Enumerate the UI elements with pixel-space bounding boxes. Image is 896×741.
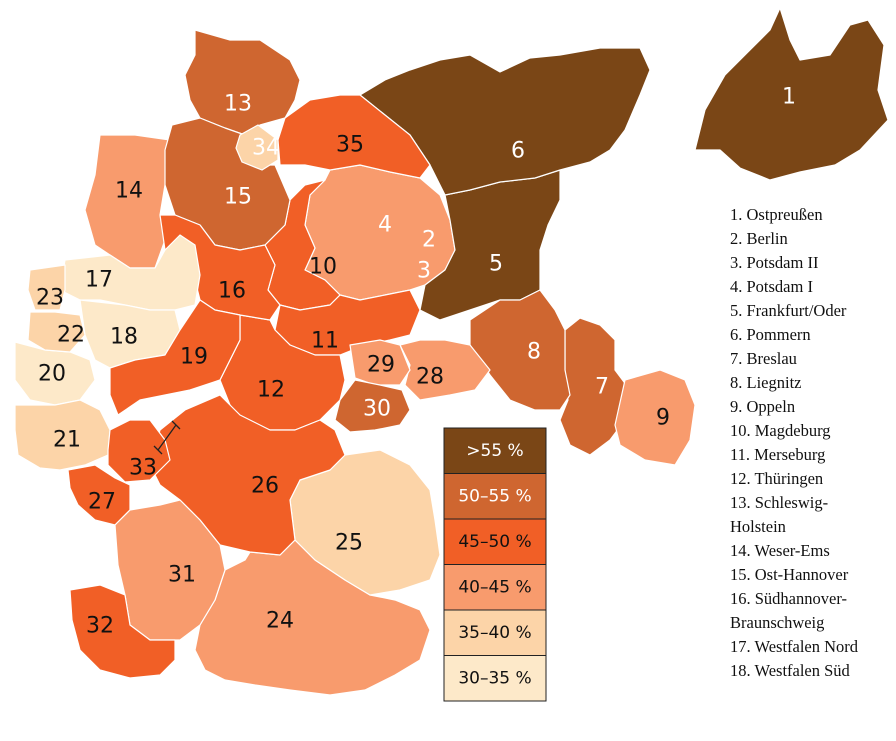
region-shape-32 — [69, 584, 176, 679]
region-shape-28 — [399, 339, 491, 401]
region-label-5: 5 — [489, 252, 503, 277]
region-label-35: 35 — [336, 133, 364, 158]
region-label-25: 25 — [335, 531, 363, 556]
key-item-12: 12. Thüringen — [730, 469, 824, 488]
legend-label-1: 50–55 % — [458, 486, 531, 506]
region-label-26: 26 — [251, 474, 279, 499]
region-shape-13 — [184, 29, 301, 136]
region-label-24: 24 — [266, 609, 294, 634]
key-item-2: 2. Berlin — [730, 229, 788, 248]
region-label-7: 7 — [595, 375, 609, 400]
exclave-marker — [153, 420, 181, 455]
region-shape-22 — [27, 311, 86, 353]
key-item-14: 14. Weser-Ems — [730, 541, 830, 560]
legend-swatch-3 — [443, 564, 547, 611]
key-item-4: 4. Potsdam I — [730, 277, 813, 296]
legend-label-5: 30–35 % — [458, 668, 531, 688]
region-label-30: 30 — [363, 397, 391, 422]
key-item-10: 10. Magdeburg — [730, 421, 831, 440]
region-shape-1 — [694, 7, 889, 181]
region-label-4: 4 — [378, 213, 392, 238]
region-label-17: 17 — [85, 268, 113, 293]
key-item-16: 16. Südhannover- Braunschweig — [730, 589, 847, 632]
region-label-9: 9 — [656, 406, 670, 431]
region-label-28: 28 — [416, 365, 444, 390]
region-label-23: 23 — [36, 286, 64, 311]
key-item-13: 13. Schleswig- Holstein — [730, 493, 829, 536]
key-item-5: 5. Frankfurt/Oder — [730, 301, 847, 320]
key-item-7: 7. Breslau — [730, 349, 797, 368]
region-label-33: 33 — [129, 456, 157, 481]
region-shape-15 — [164, 117, 291, 251]
region-label-18: 18 — [110, 325, 138, 350]
region-shape-33 — [107, 419, 171, 483]
region-shape-21 — [14, 399, 111, 471]
region-label-12: 12 — [257, 378, 285, 403]
region-label-8: 8 — [527, 340, 541, 365]
region-shape-9 — [614, 369, 696, 466]
region-shape-19 — [109, 299, 241, 416]
region-shape-25 — [289, 449, 441, 596]
region-label-10: 10 — [309, 255, 337, 280]
region-label-1: 1 — [782, 85, 796, 110]
region-label-6: 6 — [511, 139, 525, 164]
region-label-14: 14 — [115, 179, 143, 204]
region-shape-8 — [469, 289, 571, 411]
region-shape-17 — [59, 234, 201, 311]
region-label-32: 32 — [86, 614, 114, 639]
key-item-11: 11. Merseburg — [730, 445, 826, 464]
legend-swatch-5 — [443, 655, 547, 702]
region-label-21: 21 — [53, 428, 81, 453]
region-label-13: 13 — [224, 92, 252, 117]
legend-swatch-0 — [443, 427, 547, 474]
legend-swatch-4 — [443, 609, 547, 656]
region-shapes — [14, 7, 889, 696]
legend-swatch-2 — [443, 518, 547, 565]
region-label-34: 34 — [252, 136, 280, 161]
region-label-2: 2 — [422, 228, 436, 253]
region-label-20: 20 — [38, 362, 66, 387]
legend-label-4: 35–40 % — [458, 623, 531, 643]
region-label-19: 19 — [180, 345, 208, 370]
legend-label-2: 45–50 % — [458, 532, 531, 552]
region-label-16: 16 — [218, 279, 246, 304]
key-item-8: 8. Liegnitz — [730, 373, 802, 392]
legend-label-3: 40–45 % — [458, 577, 531, 597]
region-shape-34 — [235, 124, 279, 171]
region-label-31: 31 — [168, 563, 196, 588]
region-label-22: 22 — [57, 323, 85, 348]
key-item-9: 9. Oppeln — [730, 397, 796, 416]
region-key-list: 1. Ostpreußen 2. Berlin 3. Potsdam II 4. Po… — [730, 203, 896, 683]
key-item-1: 1. Ostpreußen — [730, 205, 823, 224]
region-shape-23 — [27, 264, 66, 311]
color-legend: >55 % 50–55 % 45–50 % 40–45 % 35–40 % 30–35 % — [443, 427, 547, 702]
key-item-15: 15. Ost-Hannover — [730, 565, 849, 584]
region-label-27: 27 — [88, 490, 116, 515]
region-label-29: 29 — [367, 353, 395, 378]
legend-label-0: >55 % — [466, 441, 523, 461]
region-shape-30 — [334, 379, 411, 433]
region-label-15: 15 — [224, 185, 252, 210]
region-shape-29 — [349, 339, 411, 386]
legend-swatch-1 — [443, 473, 547, 520]
key-item-17: 17. Westfalen Nord — [730, 637, 859, 656]
region-label-3: 3 — [417, 259, 431, 284]
key-item-18: 18. Westfalen Süd — [730, 661, 850, 680]
region-label-11: 11 — [311, 329, 339, 354]
region-shape-35 — [277, 94, 431, 179]
key-item-6: 6. Pommern — [730, 325, 811, 344]
key-item-3: 3. Potsdam II — [730, 253, 819, 272]
region-shape-6 — [359, 47, 651, 196]
